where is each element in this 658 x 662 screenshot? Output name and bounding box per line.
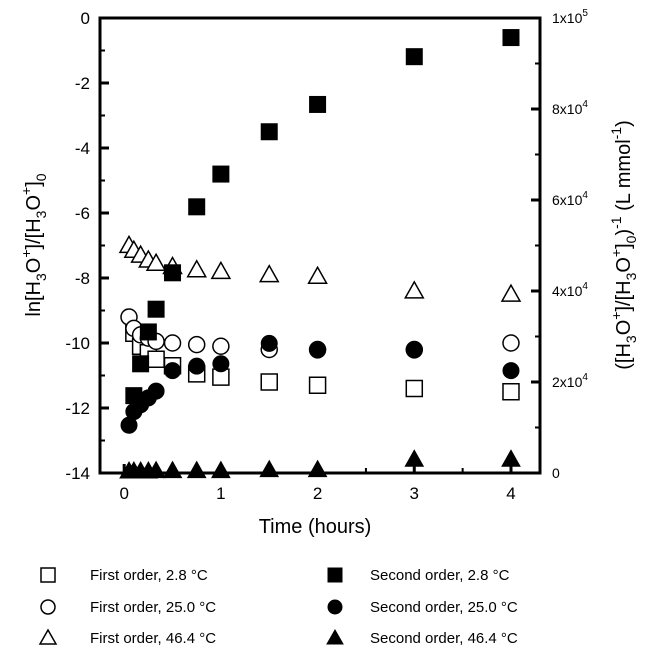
data-point-triangle-filled: [186, 460, 207, 479]
data-point-triangle-open: [186, 259, 207, 278]
legend-marker: [40, 567, 56, 583]
data-point-triangle-filled: [307, 459, 328, 478]
data-point-triangle-filled: [211, 460, 231, 479]
x-tick-label: 2: [313, 484, 322, 503]
data-point-square-filled: [188, 198, 206, 216]
legend-marker: [327, 599, 343, 615]
data-point-square-filled: [502, 29, 520, 47]
legend-label: First order, 25.0 °C: [90, 599, 216, 616]
data-point-circle-open: [212, 337, 230, 355]
data-point-triangle-open: [307, 265, 328, 284]
y-right-axis-title: ([H3O+]/[H3O+]0)-1 (L mmol-1): [608, 120, 639, 370]
data-point-triangle-open: [500, 283, 522, 302]
data-point-circle-open: [502, 334, 520, 352]
data-point-square-filled: [139, 323, 157, 341]
data-point-circle-filled: [212, 355, 230, 373]
y-left-tick-label: -2: [75, 74, 90, 93]
data-point-circle-open: [163, 334, 182, 352]
data-point-square-open: [260, 373, 278, 391]
data-point-square-open: [147, 350, 165, 368]
y-right-tick-label: 6x104: [552, 190, 588, 208]
x-axis-title: Time (hours): [259, 516, 372, 538]
data-point-square-filled: [147, 300, 165, 318]
x-tick-label: 3: [410, 484, 419, 503]
series-square-filled: [125, 29, 520, 405]
data-point-square-open: [502, 383, 520, 401]
data-point-circle-filled: [147, 382, 165, 400]
x-tick-label: 0: [119, 484, 128, 503]
legend-label: First order, 46.4 °C: [90, 630, 216, 647]
data-point-circle-filled: [164, 362, 182, 380]
y-right-tick-label: 1x105: [552, 8, 588, 26]
y-right-tick-label: 0: [552, 465, 560, 481]
data-point-circle-filled: [405, 341, 423, 359]
data-point-triangle-open: [258, 264, 280, 283]
data-point-triangle-open: [210, 260, 232, 280]
data-point-triangle-filled: [501, 449, 521, 467]
data-point-circle-filled: [309, 341, 327, 359]
y-right-tick-label: 2x104: [552, 372, 588, 390]
data-point-triangle-filled: [162, 460, 183, 479]
left-axis-ticks: 0 -2 -4 -6 -8 -10 -12 -14: [65, 9, 109, 483]
data-point-triangle-open: [145, 252, 167, 271]
data-point-square-filled: [212, 165, 230, 183]
y-right-tick-label: 8x104: [552, 99, 588, 117]
legend: First order, 2.8 °C First order, 25.0 °C F…: [38, 567, 518, 647]
legend-marker: [326, 629, 344, 645]
y-left-axis-title: ln[H3O+]/[H3O+]0: [18, 173, 49, 316]
y-left-tick-label: -10: [65, 334, 90, 353]
y-left-tick-label: -6: [75, 204, 90, 223]
x-tick-label: 1: [216, 484, 225, 503]
data-point-square-filled: [132, 355, 150, 373]
legend-marker: [327, 567, 343, 583]
data-point-square-filled: [405, 48, 423, 66]
data-point-square-open: [405, 379, 424, 398]
data-point-triangle-open: [404, 280, 425, 299]
series-circle-filled: [120, 334, 520, 434]
legend-label: Second order, 25.0 °C: [370, 599, 518, 616]
data-point-circle-filled: [502, 362, 520, 380]
y-left-tick-label: 0: [81, 9, 90, 28]
y-right-tick-label: 4x104: [552, 281, 588, 299]
data-point-circle-filled: [188, 357, 206, 375]
data-point-triangle-filled: [404, 449, 425, 467]
right-axis-ticks: 0 2x104 4x104 6x104 8x104 1x105: [531, 8, 588, 481]
y-left-tick-label: -14: [65, 464, 90, 483]
data-point-triangle-filled: [146, 460, 166, 479]
data-markers: [118, 29, 522, 479]
data-point-circle-open: [187, 335, 206, 354]
legend-marker: [38, 628, 58, 645]
y-left-tick-label: -8: [75, 269, 90, 288]
x-tick-label: 4: [506, 484, 515, 503]
y-left-tick-label: -12: [65, 399, 90, 418]
data-point-square-filled: [309, 95, 327, 113]
legend-label: Second order, 46.4 °C: [370, 630, 518, 647]
legend-marker: [40, 599, 56, 615]
data-point-square-open: [308, 376, 327, 394]
y-left-tick-label: -4: [75, 139, 90, 158]
legend-label: First order, 2.8 °C: [90, 567, 208, 584]
series-triangle-filled: [119, 449, 521, 479]
data-point-square-filled: [164, 264, 182, 282]
data-point-triangle-filled: [259, 459, 280, 478]
data-point-circle-filled: [260, 334, 278, 352]
legend-label: Second order, 2.8 °C: [370, 567, 510, 584]
data-point-square-filled: [260, 123, 278, 141]
